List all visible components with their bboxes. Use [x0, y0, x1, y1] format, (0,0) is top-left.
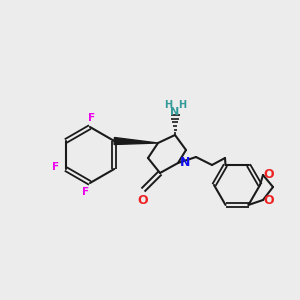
Text: H: H [178, 100, 186, 110]
Text: F: F [82, 187, 90, 197]
Text: F: F [52, 162, 59, 172]
Text: N: N [180, 157, 190, 169]
Text: O: O [264, 167, 274, 181]
Text: F: F [88, 113, 96, 123]
Text: O: O [138, 194, 148, 206]
Text: O: O [264, 194, 274, 208]
Polygon shape [114, 137, 158, 145]
Text: H: H [164, 100, 172, 110]
Text: N: N [170, 107, 180, 117]
